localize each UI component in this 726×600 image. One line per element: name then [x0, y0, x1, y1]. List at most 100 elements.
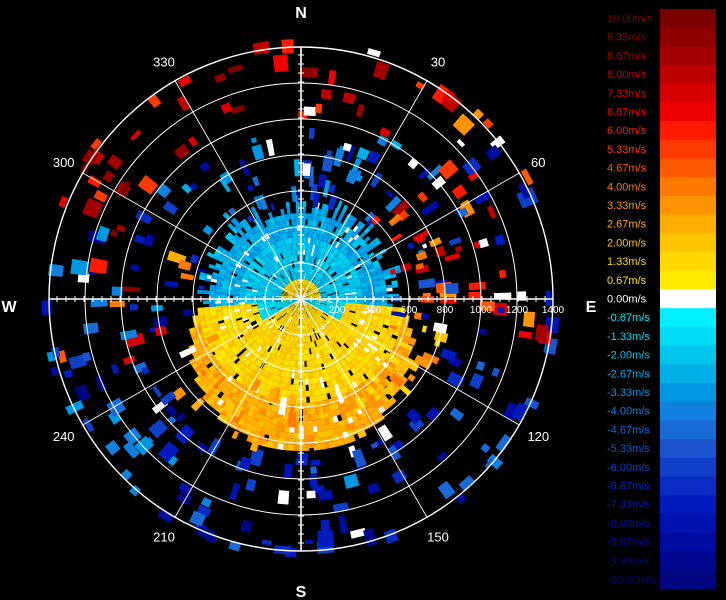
echo-cell [326, 429, 333, 437]
echo-cell [361, 366, 368, 374]
echo-cell [309, 341, 313, 349]
echo-cell [196, 379, 205, 388]
echo-cell [238, 270, 245, 275]
legend-label: 6.67m/s [607, 107, 647, 119]
echo-cell [322, 248, 327, 255]
echo-cell [355, 311, 362, 316]
legend-label: 5.33m/s [607, 144, 647, 156]
echo-cell [267, 218, 273, 226]
echo-cell [303, 306, 307, 313]
echo-cell [291, 372, 295, 379]
echo-cell [264, 263, 270, 270]
echo-cell [326, 340, 332, 348]
echo-cell [339, 425, 347, 433]
echo-cell [270, 237, 275, 244]
echo-cell [227, 384, 235, 392]
echo-cell [164, 280, 178, 288]
echo-cell [307, 268, 311, 275]
echo-cell [68, 354, 88, 370]
echo-cell [331, 289, 339, 292]
echo-cell [325, 307, 332, 311]
echo-cell [199, 382, 208, 391]
echo-cell [278, 233, 283, 241]
echo-cell [280, 332, 286, 339]
echo-cell [362, 255, 370, 261]
echo-cell [371, 318, 379, 323]
echo-cell [334, 376, 341, 384]
echo-cell [327, 70, 337, 86]
echo-cell [291, 288, 296, 294]
echo-cell [311, 207, 316, 215]
echo-cell [307, 249, 311, 256]
echo-cell [265, 321, 272, 327]
echo-cell [259, 222, 265, 230]
echo-cell [370, 365, 378, 373]
echo-cell [269, 300, 276, 302]
echo-cell [287, 300, 294, 302]
echo-cell [320, 296, 327, 298]
echo-cell [230, 247, 238, 254]
echo-cell [285, 219, 290, 227]
echo-cell [151, 385, 163, 398]
echo-cell [359, 375, 367, 383]
echo-cell [385, 195, 402, 213]
echo-cell [294, 267, 297, 274]
echo-cell [326, 410, 333, 418]
echo-cell [292, 305, 297, 311]
echo-cell [305, 261, 309, 268]
echo-cell [342, 91, 356, 105]
echo-cell [351, 240, 358, 247]
echo-cell [321, 154, 335, 173]
echo-cell [326, 296, 333, 298]
echo-cell [311, 315, 316, 321]
echo-cell [213, 371, 221, 379]
echo-cell [236, 368, 244, 376]
echo-cell [379, 126, 391, 138]
legend-swatch [660, 532, 716, 552]
echo-cell [281, 301, 288, 303]
echo-cell [211, 377, 220, 386]
echo-cell [288, 302, 294, 305]
echo-cell [274, 280, 280, 285]
echo-cell [282, 303, 289, 307]
echo-cell [227, 327, 234, 333]
echo-cell [241, 315, 249, 320]
echo-cell [494, 234, 506, 246]
echo-cell [248, 354, 255, 362]
echo-cell [310, 244, 314, 251]
echo-cell [322, 349, 328, 357]
echo-cell [316, 358, 321, 365]
echo-cell [248, 316, 256, 321]
echo-cell [341, 256, 348, 263]
echo-cell [288, 283, 293, 289]
echo-cell [268, 251, 274, 259]
echo-cell [349, 268, 357, 274]
echo-cell [426, 164, 444, 181]
echo-cell [304, 312, 307, 319]
echo-cell [209, 306, 216, 311]
echo-cell [262, 266, 268, 272]
echo-cell [242, 225, 250, 233]
echo-cell [386, 343, 394, 350]
echo-cell [297, 279, 299, 286]
echo-cell [305, 324, 309, 331]
echo-cell [243, 272, 251, 278]
echo-cell [235, 375, 243, 383]
echo-cell [344, 296, 351, 299]
echo-cell [276, 261, 282, 268]
echo-cell [234, 349, 241, 356]
echo-cell [328, 268, 335, 275]
echo-cell [221, 300, 228, 304]
echo-cell [301, 255, 304, 262]
echo-cell [329, 359, 335, 367]
echo-cell [245, 288, 252, 292]
echo-cell [312, 232, 317, 239]
echo-cell [291, 237, 295, 244]
echo-cell [360, 314, 367, 319]
echo-cell [337, 286, 344, 290]
echo-cell [376, 367, 385, 375]
echo-cell [360, 263, 367, 269]
echo-cell [314, 299, 321, 301]
echo-cell [229, 361, 237, 369]
echo-cell [284, 251, 289, 258]
